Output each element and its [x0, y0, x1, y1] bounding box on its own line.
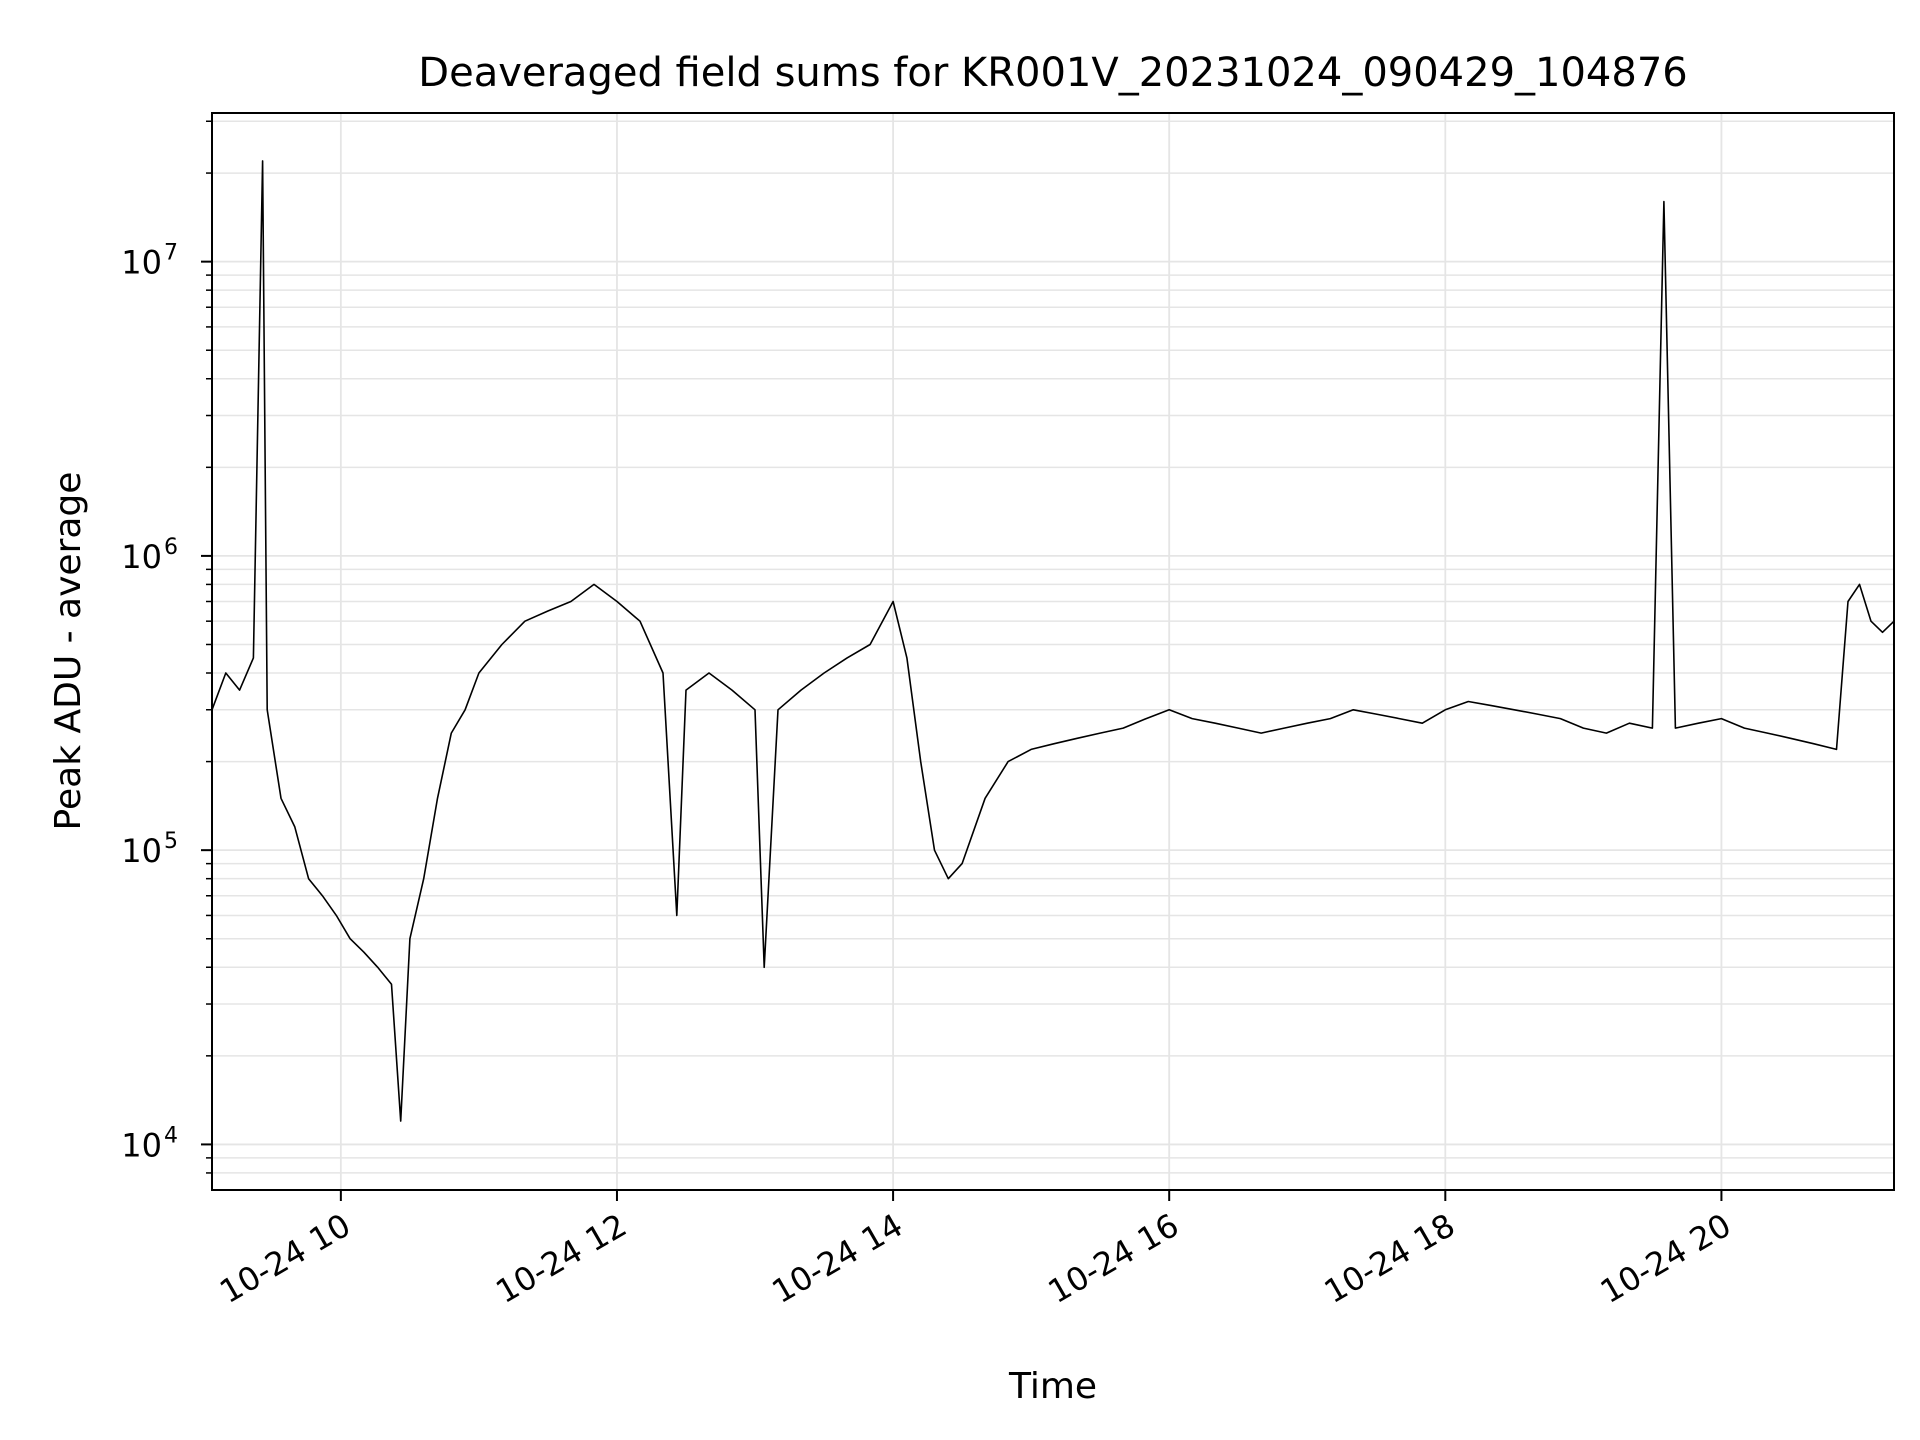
y-tick-label-exponent: 6	[164, 535, 178, 560]
x-axis-label: Time	[1008, 1366, 1097, 1407]
y-tick-label-exponent: 5	[164, 829, 178, 854]
y-tick-label-exponent: 4	[164, 1123, 178, 1148]
x-tick-label: 10-24 16	[1042, 1206, 1186, 1311]
x-tick-label: 10-24 14	[765, 1206, 909, 1311]
y-tick-label: 10	[121, 832, 162, 870]
chart-title: Deaveraged field sums for KR001V_2023102…	[418, 50, 1687, 96]
x-tick-label: 10-24 12	[489, 1206, 633, 1311]
grid-lines	[212, 113, 1894, 1190]
x-tick-label: 10-24 18	[1318, 1206, 1462, 1311]
x-axis: 10-24 10 10-24 12 10-24 14 10-24 16 10-24 18…	[213, 1190, 1737, 1311]
y-tick-label-base: 10	[121, 538, 162, 576]
series-line	[211, 160, 1895, 1122]
x-tick-label: 10-24 10	[213, 1206, 357, 1311]
y-tick-label-base: 10	[121, 244, 162, 282]
y-axis-label: Peak ADU - average	[48, 472, 89, 831]
plot-frame	[211, 112, 1895, 1191]
y-tick-label: 10	[121, 538, 162, 576]
y-tick-label: 10	[121, 1126, 162, 1164]
y-tick-label-base: 10	[121, 832, 162, 870]
x-tick-label: 10-24 20	[1594, 1206, 1738, 1311]
y-tick-label: 10	[121, 244, 162, 282]
y-tick-label-base: 10	[121, 1126, 162, 1164]
y-tick-label-exponent: 7	[164, 241, 178, 266]
